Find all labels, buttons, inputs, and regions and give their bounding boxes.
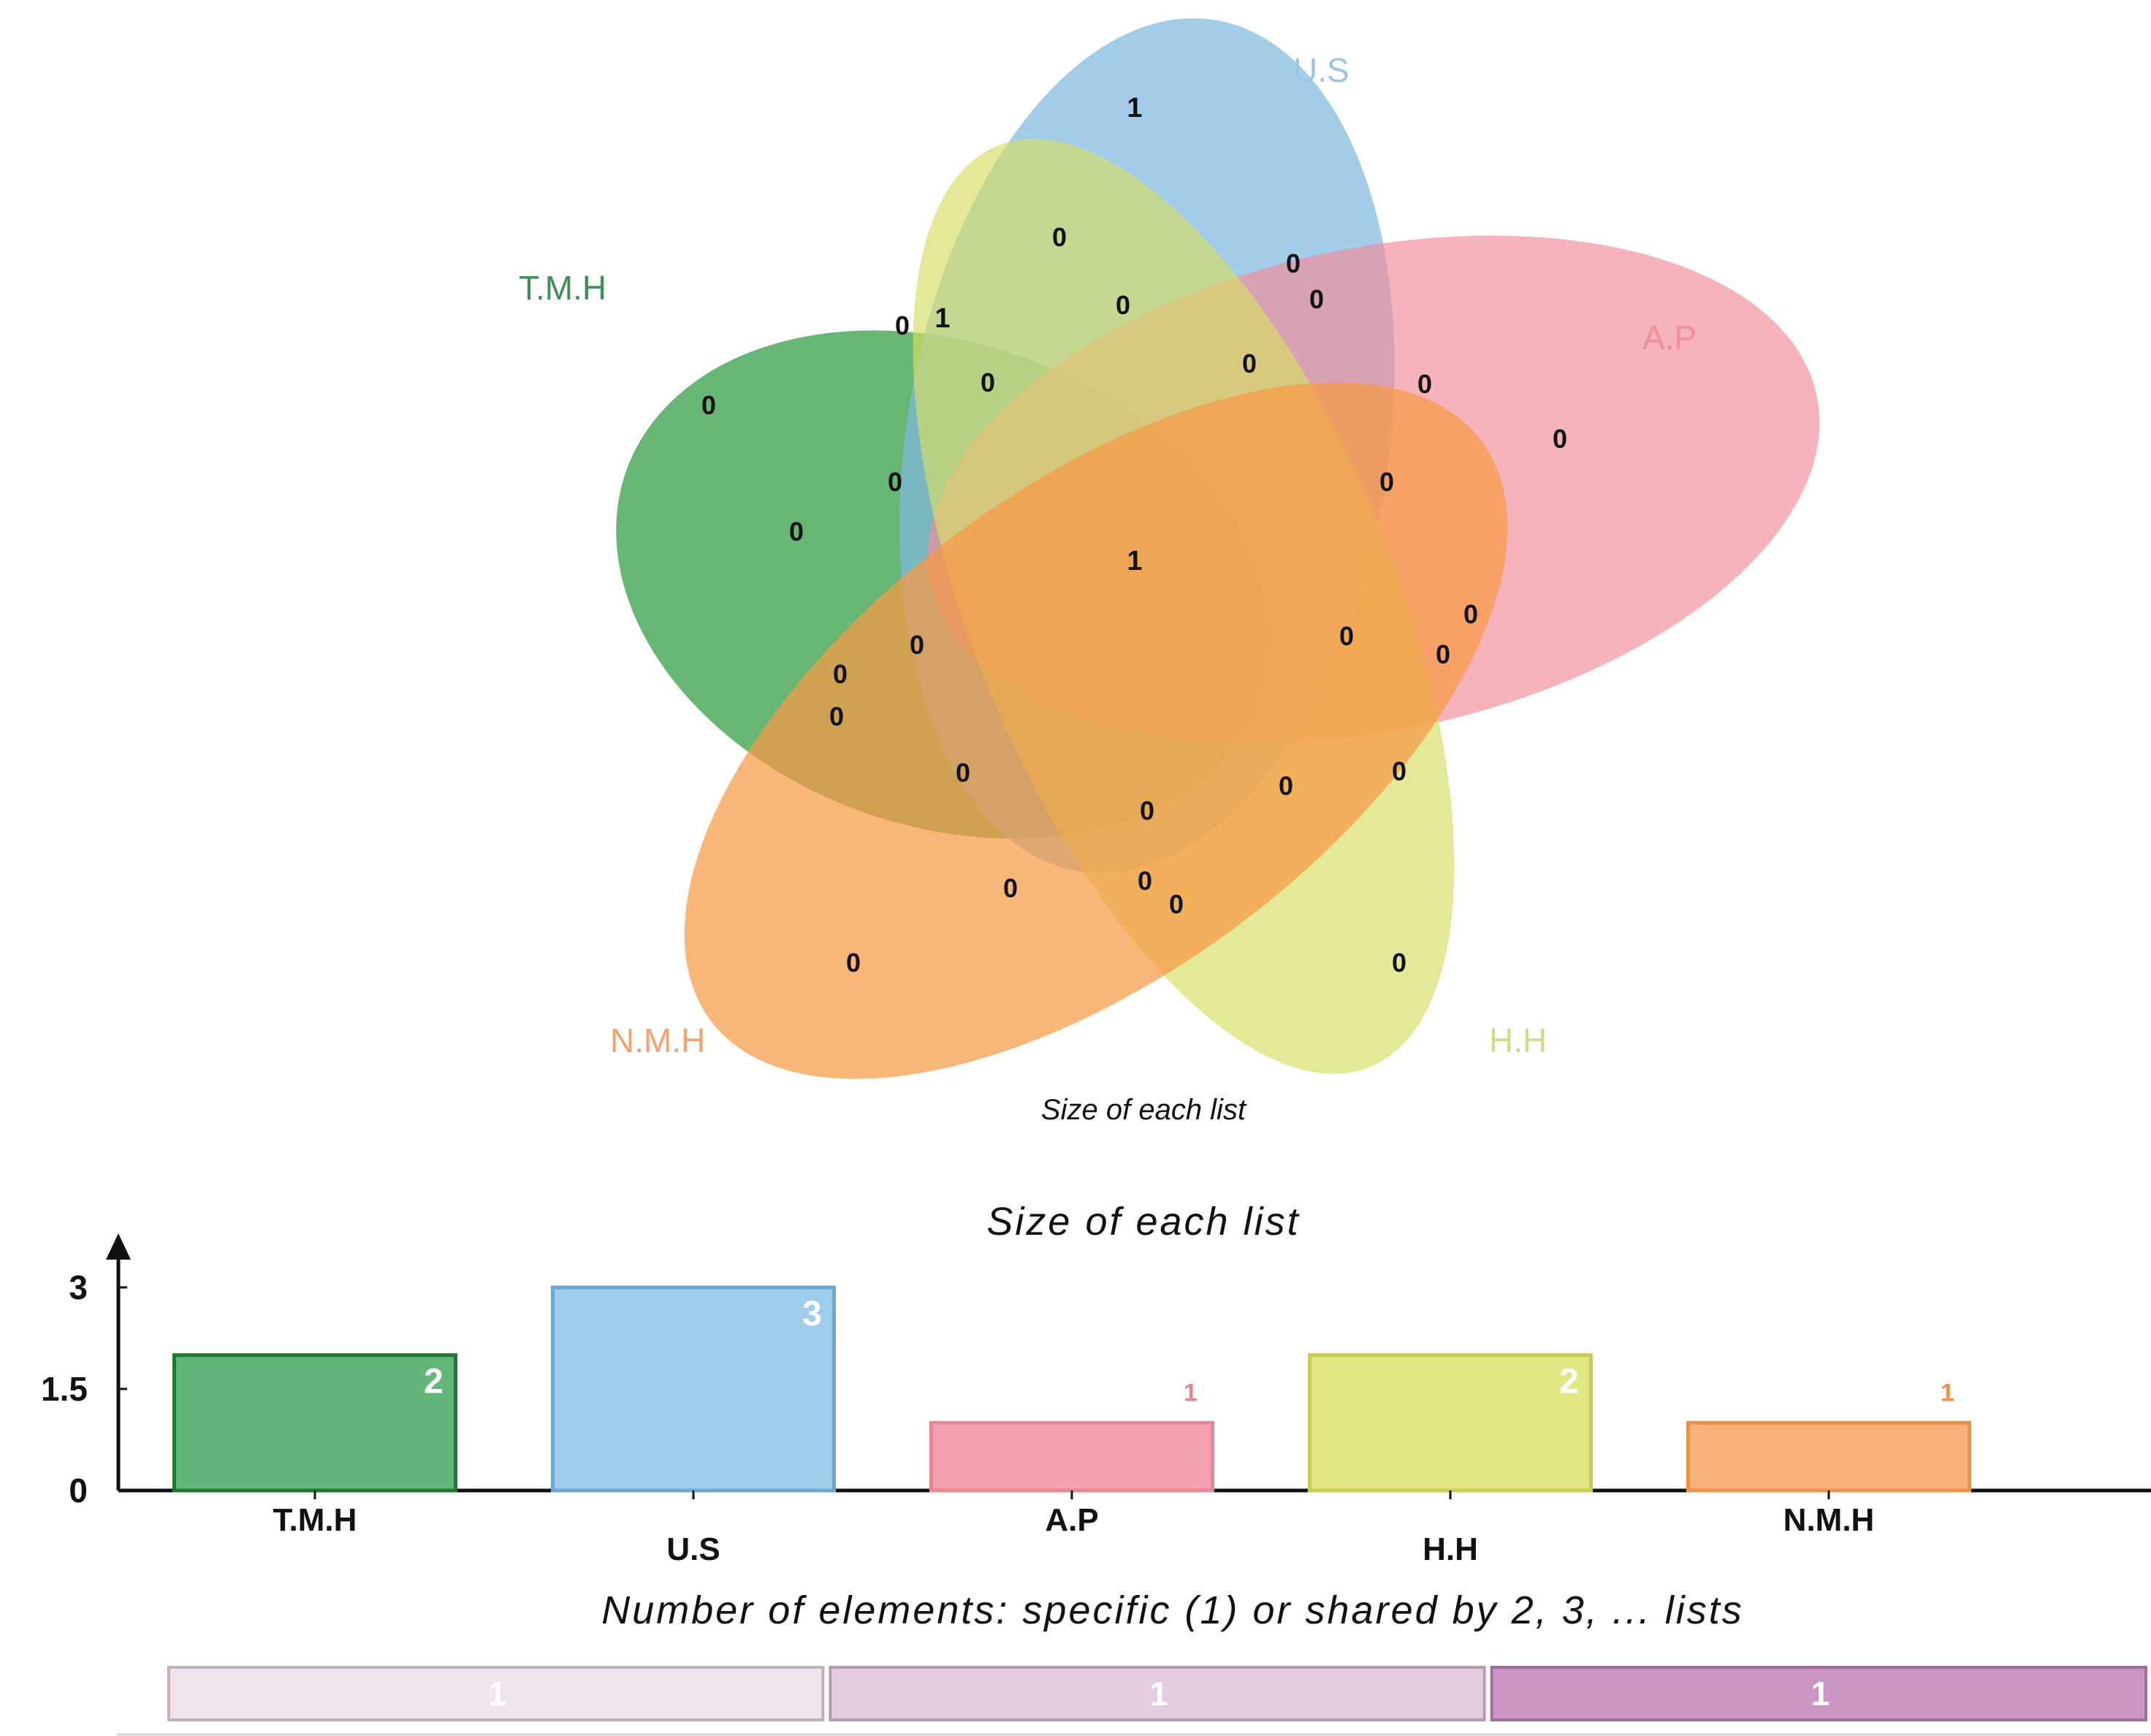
y-tick-label: 3: [69, 1268, 88, 1306]
venn-region-count: 0: [1169, 889, 1184, 919]
x-category-label: A.P: [1045, 1502, 1098, 1538]
shared-bar-segment: [829, 1666, 1486, 1721]
venn-region-count: 0: [1138, 866, 1152, 896]
size-bar-chart: Size of each list 01.53 2T.M.H3U.S1A.P2H…: [41, 1200, 2151, 1567]
venn-region-count: 0: [1003, 873, 1018, 903]
venn-region-count: 0: [1417, 369, 1432, 399]
bar: [1308, 1353, 1593, 1493]
bar-value-label: 2: [1559, 1363, 1579, 1401]
bar: [172, 1353, 457, 1493]
shared-bar-segment-label: 1: [1811, 1675, 1830, 1713]
y-axis-arrow: [106, 1233, 131, 1260]
x-category-label: N.M.H: [1783, 1502, 1875, 1538]
venn-caption: Size of each list: [1041, 1094, 1247, 1126]
x-category-label: U.S: [666, 1531, 720, 1567]
venn-region-count: 0: [789, 517, 804, 547]
bar-value-label: 1: [1941, 1379, 1954, 1406]
venn-region-count: 1: [1127, 546, 1142, 576]
venn-region-count: 0: [1553, 424, 1567, 454]
venn-set-label-hh: H.H: [1489, 1021, 1547, 1059]
venn-region-count: 0: [888, 467, 902, 497]
venn-region-count: 0: [701, 390, 716, 420]
x-category-label: H.H: [1423, 1531, 1478, 1567]
venn-region-count: 0: [981, 368, 995, 397]
bar: [929, 1420, 1214, 1493]
venn-region-count: 0: [1463, 599, 1478, 629]
x-category-label: T.M.H: [273, 1502, 357, 1538]
bar: [1686, 1420, 1971, 1493]
venn-region-count: 0: [1052, 222, 1067, 252]
shared-bar-segment: [1490, 1666, 2147, 1721]
y-tick-label: 1.5: [41, 1370, 88, 1408]
shared-bar-title: Number of elements: specific (1) or shar…: [601, 1588, 1744, 1632]
venn-set-label-ap: A.P: [1642, 319, 1697, 357]
venn-region-count: 0: [1392, 756, 1406, 786]
venn-set-label-nmh: N.M.H: [610, 1021, 705, 1059]
venn-region-count: 0: [1140, 796, 1154, 826]
venn-region-count: 1: [1127, 93, 1142, 123]
venn-region-count: 0: [1286, 248, 1301, 278]
bar-value-label: 2: [424, 1363, 443, 1401]
shared-elements-bar: 1 1 1: [167, 1666, 2147, 1721]
shared-bar-segment-label: 1: [488, 1675, 507, 1713]
venn-region-count: 0: [846, 948, 861, 978]
bar-chart-title: Size of each list: [986, 1200, 1300, 1244]
venn-region-count: 0: [1339, 621, 1354, 651]
venn-region-count: 0: [1309, 284, 1324, 314]
shared-bar-segment-label: 1: [1149, 1675, 1168, 1713]
venn-region-count: 1: [934, 303, 950, 334]
bar-value-label: 3: [802, 1295, 822, 1333]
venn-region-count: 0: [1242, 349, 1257, 378]
shared-elements-panel: Number of elements: specific (1) or shar…: [117, 1588, 2151, 1736]
venn-region-count: 0: [1279, 771, 1293, 801]
venn-region-count: 0: [1436, 639, 1450, 669]
venn-region-count: 0: [910, 630, 924, 660]
venn-region-count: 0: [1379, 467, 1394, 497]
venn-region-count: 0: [833, 659, 848, 689]
y-tick-label: 0: [69, 1472, 88, 1510]
venn-set-label-tmh: T.M.H: [519, 269, 606, 307]
shared-bar-segment: [167, 1666, 825, 1721]
bar: [551, 1285, 836, 1493]
venn-region-count: 0: [895, 311, 910, 340]
venn-region-count: 0: [829, 701, 844, 731]
y-axis-ticks: 01.53: [41, 1268, 127, 1510]
venn-region-count: 0: [1116, 290, 1130, 320]
venn-set-label-us: U.S: [1293, 51, 1349, 89]
venn-set-nmh: [684, 382, 1508, 1079]
bar-value-label: 1: [1184, 1379, 1198, 1406]
venn-region-count: 0: [956, 758, 970, 788]
venn-region-count: 0: [1392, 948, 1406, 978]
bar-group: 2 T.M.H 3 U.S 1 A.P 2 H.H 1 N.M.H: [172, 1285, 1971, 1567]
